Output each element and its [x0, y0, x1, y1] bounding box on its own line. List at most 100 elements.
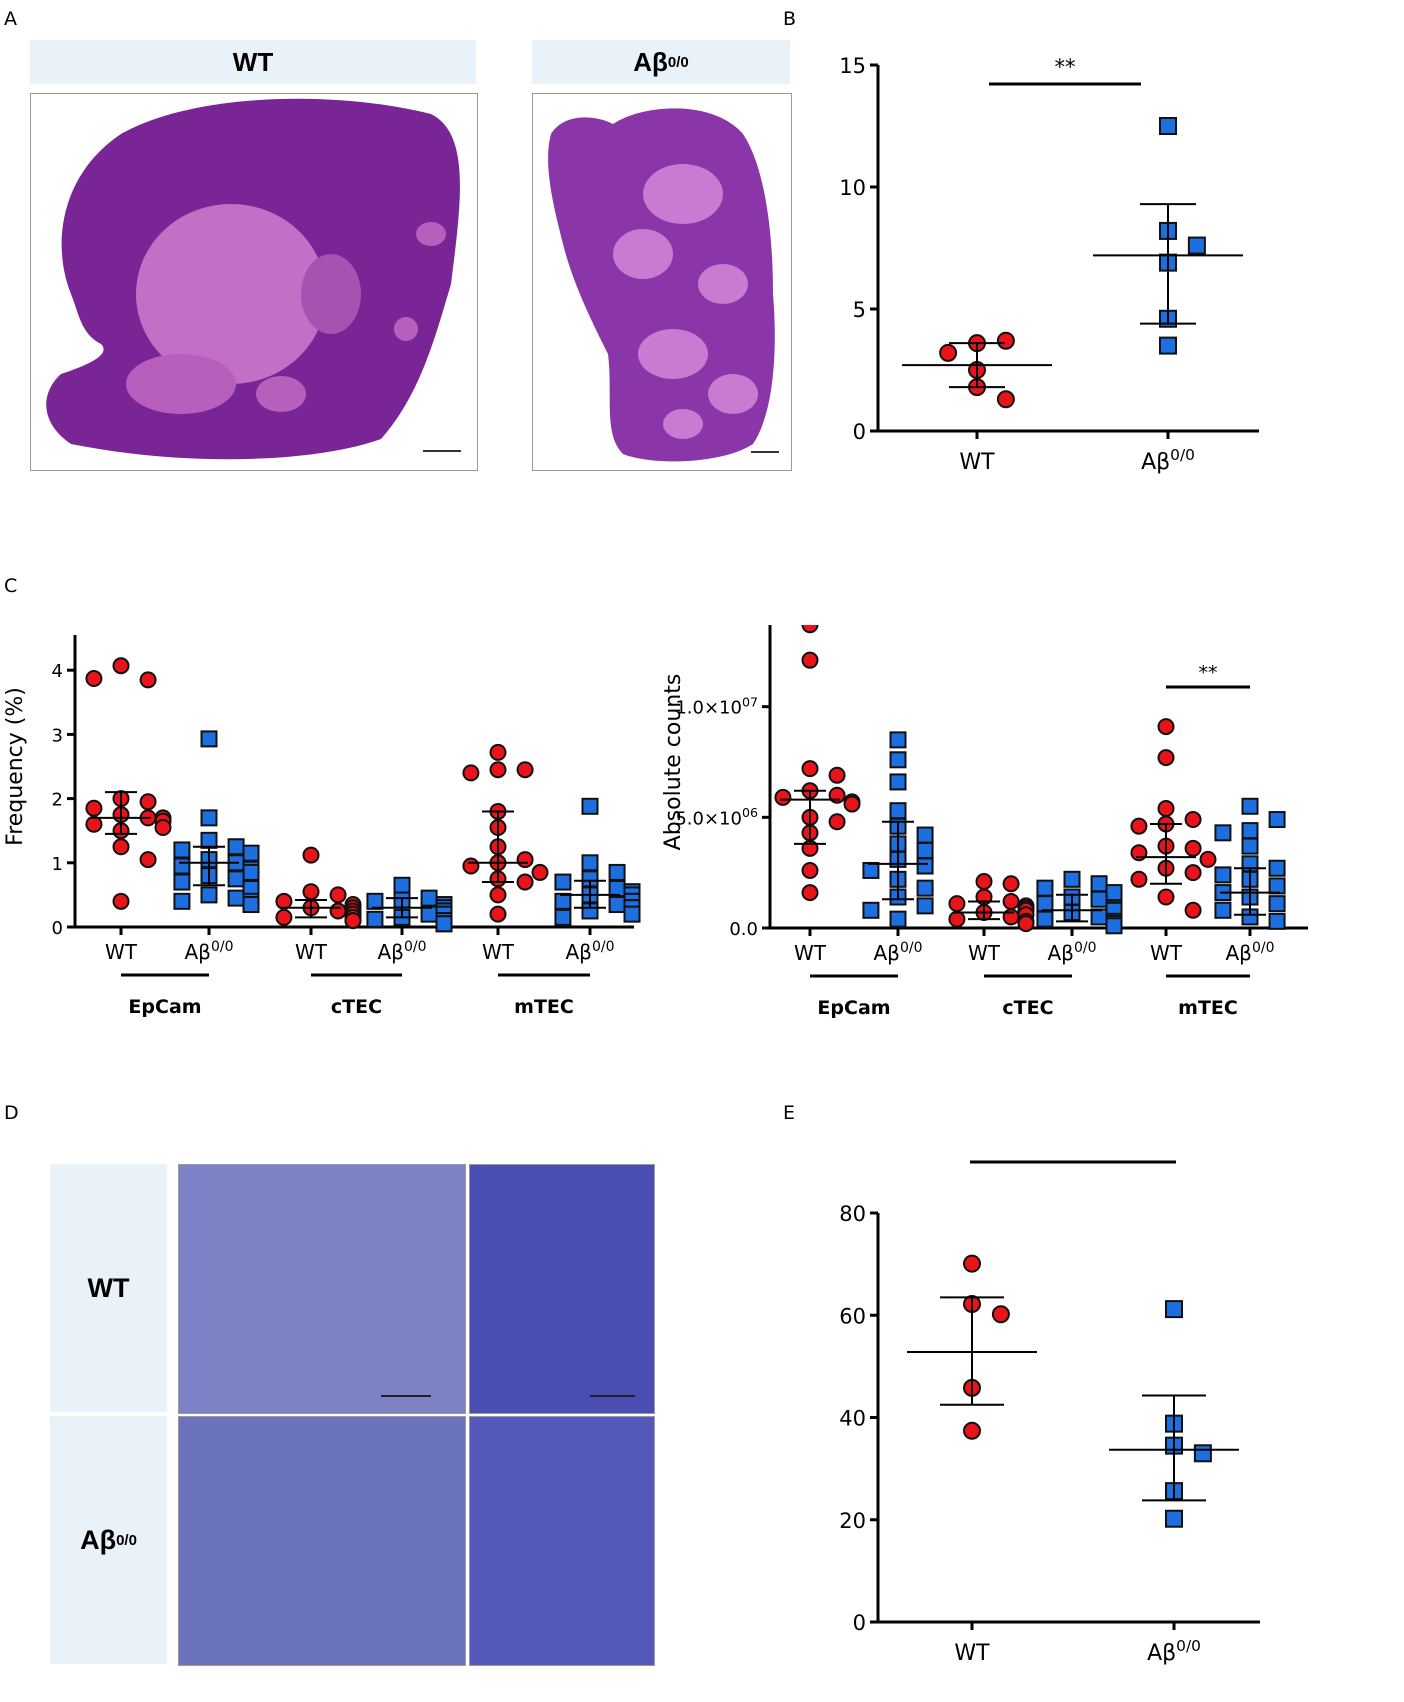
y-tick-label: 20	[839, 1509, 866, 1533]
x-tick-label: Aβ0/0	[566, 939, 615, 964]
group-label: mTEC	[514, 996, 574, 1018]
y-tick-label: 1.0×1007	[675, 694, 758, 718]
data-point-group-4-2	[516, 761, 534, 779]
data-point-group-0-2	[801, 760, 819, 778]
x-tick-label: WT	[295, 940, 328, 964]
data-point-group-0-14	[139, 851, 157, 869]
data-point-group-0-8	[843, 795, 861, 813]
data-point-group-0-15	[112, 892, 130, 910]
data-point-group-2-1	[1002, 875, 1020, 893]
data-point-group-4-14	[489, 905, 507, 923]
wt-aire-ihc-low-mag-image	[178, 1164, 466, 1414]
data-point-group-1-2	[889, 773, 907, 791]
data-point-group-3-3	[366, 892, 384, 910]
y-tick-label: 5.0×1006	[675, 805, 758, 829]
x-tick-label: Aβ0/0	[378, 939, 427, 964]
data-point-group-1-0	[1165, 1300, 1183, 1319]
ab00-aire-ihc-high-mag-image	[469, 1416, 655, 1666]
y-tick-label: 40	[839, 1407, 866, 1431]
data-point-group-5-9	[1268, 877, 1286, 895]
data-point-group-0-4	[139, 793, 157, 811]
data-point-group-2-2	[329, 886, 347, 904]
data-point-group-2-0	[975, 873, 993, 891]
data-point-group-4-1	[1157, 749, 1175, 767]
data-point-group-1-10	[862, 861, 880, 879]
data-point-group-0-2	[939, 343, 958, 362]
data-point-group-1-3	[227, 838, 245, 856]
panel-a-wt-header: WT	[30, 40, 476, 84]
data-point-group-5-2	[1241, 822, 1259, 840]
y-tick-label: 0	[853, 420, 866, 444]
data-point-group-3-2	[1036, 879, 1054, 897]
data-point-group-2-13	[1017, 915, 1035, 933]
data-point-group-1-2	[200, 831, 218, 849]
data-point-group-1-5	[1165, 1509, 1183, 1528]
data-point-group-1-4	[173, 841, 191, 859]
data-point-group-2-0	[302, 846, 320, 864]
data-point-group-5-16	[554, 908, 572, 926]
panel-letter-b: B	[783, 8, 797, 30]
data-point-group-1-15	[200, 886, 218, 904]
data-point-group-5-4	[1241, 837, 1259, 855]
data-point-group-1-5	[916, 826, 934, 844]
group-label: cTEC	[1002, 997, 1053, 1019]
data-point-group-2-14	[344, 912, 362, 930]
panel-letter-d: D	[4, 1102, 19, 1124]
x-tick-label: Aβ0/0	[874, 940, 923, 965]
data-point-group-4-1	[489, 761, 507, 779]
y-tick-label: 3	[52, 725, 63, 746]
x-tick-label: WT	[968, 941, 1001, 965]
significance-label: **	[1199, 662, 1218, 684]
data-point-group-5-4	[554, 873, 572, 891]
data-point-group-5-15	[623, 905, 641, 923]
data-point-group-1-5	[242, 844, 260, 862]
data-point-group-2-1	[302, 883, 320, 901]
data-point-group-4-5	[1130, 817, 1148, 835]
panel-letter-a: A	[4, 8, 17, 30]
data-point-group-0-6	[774, 788, 792, 806]
data-point-group-0-0	[112, 657, 130, 675]
chart-c-frequency: 012345Frequency (%)WTAβ0/0WTAβ0/0WTAβ0/0…	[3, 635, 641, 1018]
data-point-group-3-6	[1036, 895, 1054, 913]
y-tick-label: 80	[839, 1202, 866, 1226]
y-tick-label: 0.0	[729, 919, 758, 940]
data-point-group-4-10	[531, 863, 549, 881]
data-point-group-1-0	[1159, 117, 1177, 135]
y-tick-label: 10	[839, 176, 866, 200]
data-point-group-0-10	[85, 815, 103, 833]
data-point-group-4-7	[516, 851, 534, 869]
data-point-group-5-13	[1214, 901, 1232, 919]
data-point-group-1-16	[227, 889, 245, 907]
wt-thymus-he-image	[30, 93, 478, 471]
group-label: cTEC	[331, 996, 382, 1018]
data-point-group-2-11	[275, 908, 293, 926]
data-point-group-2-3	[1002, 892, 1020, 910]
data-point-group-1-12	[227, 870, 245, 888]
data-point-group-0-13	[801, 861, 819, 879]
data-point-group-4-0	[1157, 718, 1175, 736]
group-label: mTEC	[1178, 997, 1238, 1019]
x-tick-label: Aβ0/0	[1141, 446, 1195, 475]
x-tick-label: WT	[794, 941, 827, 965]
data-point-group-0-0	[801, 625, 819, 634]
data-point-group-0-1	[139, 671, 157, 689]
data-point-group-3-0	[1063, 870, 1081, 888]
data-point-group-1-0	[889, 731, 907, 749]
data-point-group-5-5	[608, 879, 626, 897]
data-point-group-1-1	[889, 751, 907, 769]
data-point-group-5-12	[1268, 895, 1286, 913]
data-point-group-0-3	[828, 766, 846, 784]
y-tick-label: 2	[52, 790, 63, 811]
y-tick-label: 4	[52, 661, 63, 682]
data-point-group-5-2	[608, 863, 626, 881]
x-tick-label: WT	[959, 450, 995, 475]
data-point-group-2-3	[275, 892, 293, 910]
data-point-group-2-11	[948, 910, 966, 928]
data-point-group-1-19	[242, 896, 260, 914]
y-tick-label: 0	[52, 918, 63, 939]
chart-e-aire-density: 0 20 40 60 80 AIRE⁺ cells / Total Area (mm²) W…	[835, 1150, 1260, 1666]
data-point-group-1-12	[916, 879, 934, 897]
y-tick-label: 60	[839, 1304, 866, 1328]
data-point-group-2-4	[948, 895, 966, 913]
